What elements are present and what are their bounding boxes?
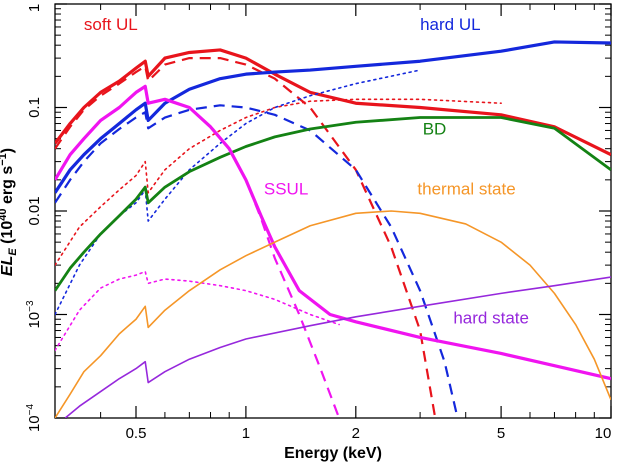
axis-ticks: 0.5 1 2 5 10 1 0.1 0.01 10−3 10−4 — [25, 3, 612, 442]
y-tick-label: 0.1 — [26, 97, 43, 118]
x-tick-label: 5 — [497, 425, 505, 442]
label-bd: BD — [423, 119, 447, 138]
series-soft-ul-dashed — [55, 57, 437, 418]
x-axis-title: Energy (keV) — [284, 445, 382, 462]
series-thermal-solid — [55, 210, 611, 418]
y-tick-label: 10−4 — [25, 404, 43, 433]
series-bd-solid — [55, 116, 611, 292]
series-layer — [55, 40, 611, 418]
series-ssul-dashed — [164, 98, 341, 418]
x-tick-label: 10 — [595, 425, 612, 442]
label-thermal: thermal state — [417, 179, 515, 198]
series-soft-ul-solid — [55, 48, 611, 157]
label-ssul: SSUL — [264, 179, 308, 198]
series-hard-ul-solid — [55, 40, 611, 194]
series-ssul-solid — [55, 84, 611, 381]
x-tick-label: 2 — [352, 425, 360, 442]
series-hardstate-solid — [64, 276, 611, 418]
x-tick-label: 1 — [242, 425, 250, 442]
series-soft-ul-dotted — [55, 98, 502, 266]
series-ssul-dotted — [55, 270, 340, 352]
y-tick-label: 0.01 — [26, 196, 43, 225]
series-hard-ul-dashed — [55, 104, 459, 418]
x-tick-label: 0.5 — [126, 425, 147, 442]
y-axis-title: ELE (1040 erg s−1) — [0, 148, 19, 276]
label-soft-ul: soft UL — [84, 15, 138, 34]
label-hardstate: hard state — [453, 308, 529, 327]
curve-labels: soft UL hard UL BD SSUL thermal state hard st… — [84, 15, 529, 327]
label-hard-ul: hard UL — [420, 15, 480, 34]
y-tick-label: 1 — [26, 4, 43, 12]
y-tick-label: 10−3 — [25, 300, 43, 329]
